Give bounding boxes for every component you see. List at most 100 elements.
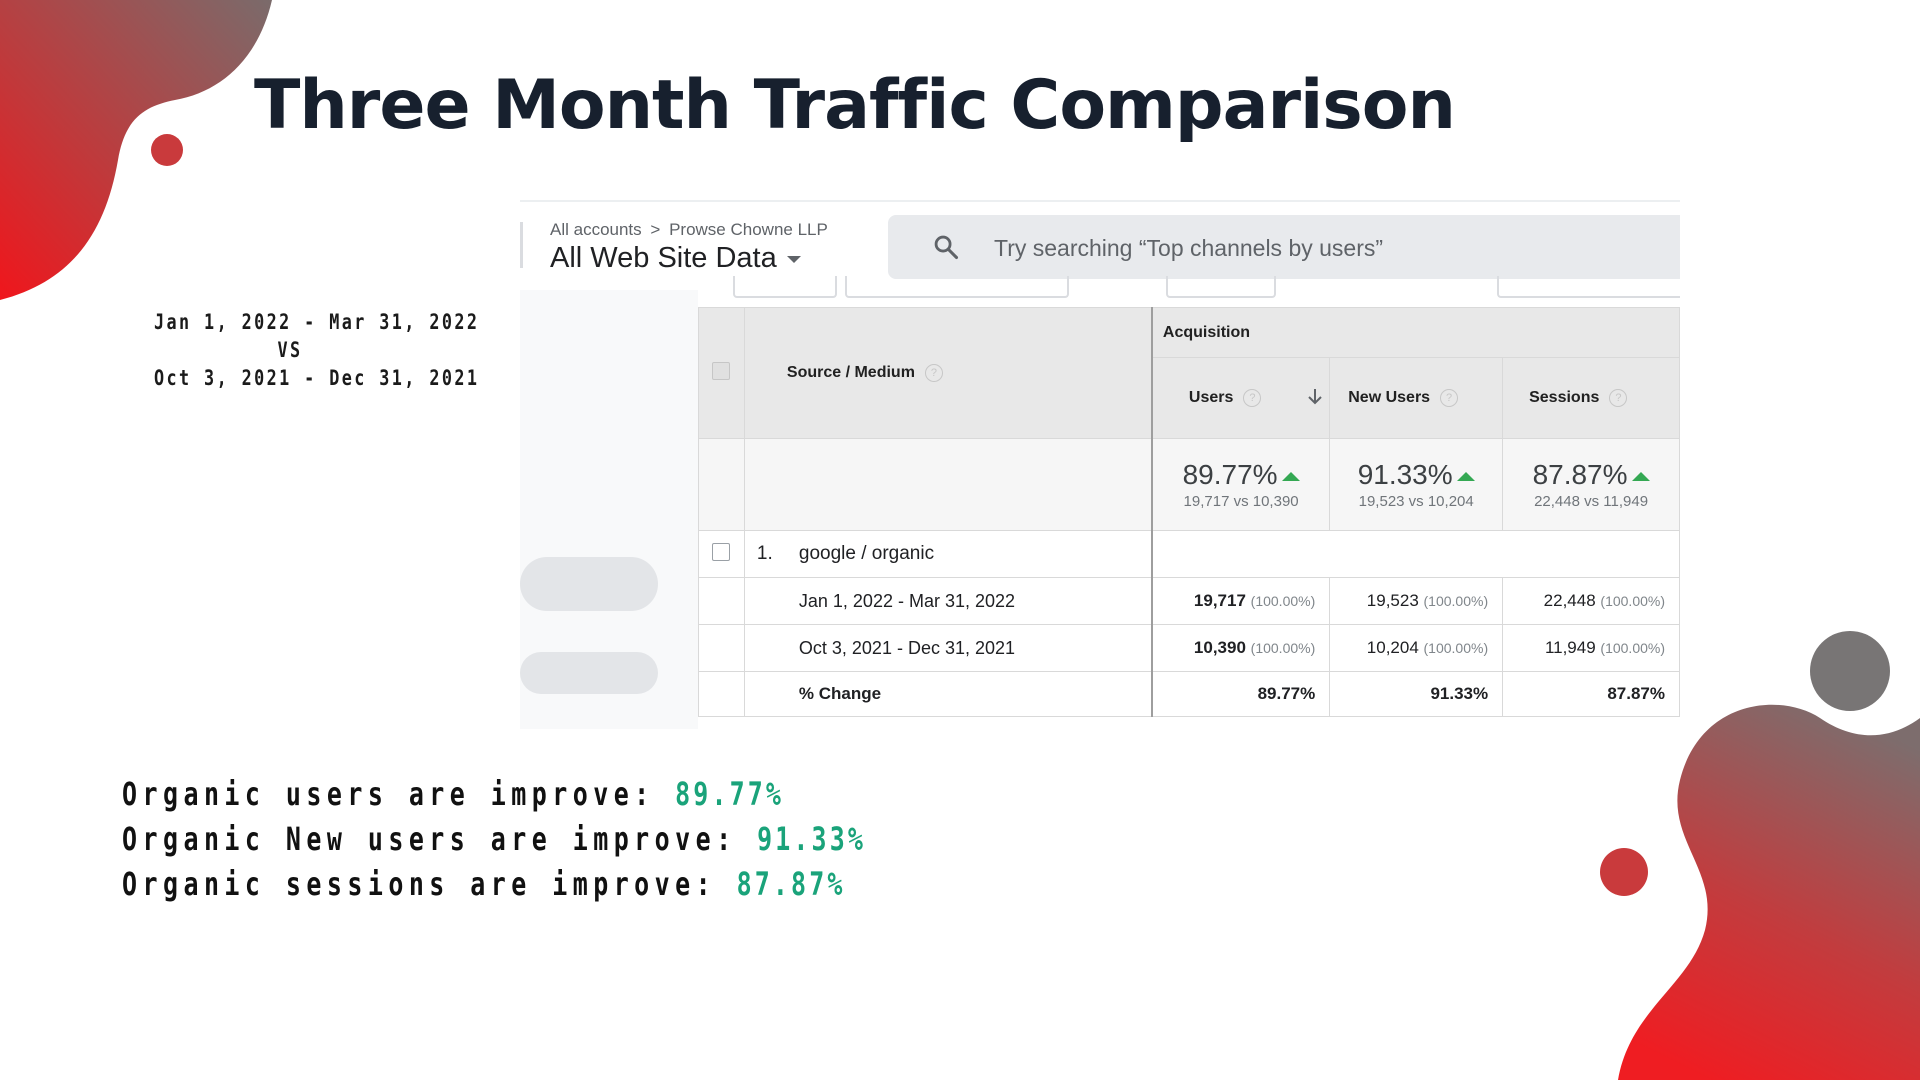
sessions-value: 11,949 — [1544, 638, 1596, 657]
arrow-down-icon[interactable] — [1307, 388, 1323, 406]
data-table: Source / Medium? Acquisition Users? New … — [698, 307, 1680, 717]
users-change-cell: 89.77% — [1150, 671, 1331, 717]
new-users-column-header[interactable]: New Users? — [1329, 357, 1504, 439]
users-value: 10,390 — [1193, 638, 1246, 657]
subrow-label: Oct 3, 2021 - Dec 31, 2021 — [743, 624, 1153, 672]
help-icon[interactable]: ? — [924, 363, 943, 382]
select-all-checkbox[interactable] — [712, 361, 731, 380]
new-users-value-cell: 19,523 (100.00%) — [1329, 577, 1504, 625]
dimension-header-label: Source / Medium — [786, 364, 915, 382]
users-value: 19,717 — [1193, 591, 1246, 610]
sessions-change: 87.87% — [1532, 459, 1628, 490]
totals-checkbox-cell — [698, 438, 745, 531]
arrow-up-icon — [1631, 472, 1650, 482]
left-sidebar — [520, 290, 698, 729]
users-share: (100.00%) — [1250, 593, 1316, 609]
users-value-cell: 19,717 (100.00%) — [1150, 577, 1331, 625]
top-left-dot — [151, 134, 183, 166]
breadcrumb-account[interactable]: Prowse Chowne LLP — [669, 220, 828, 239]
view-name: All Web Site Data — [550, 242, 777, 274]
row-dimension-link[interactable]: google / organic — [798, 543, 935, 564]
breadcrumb: All accounts > Prowse Chowne LLP — [550, 220, 828, 240]
summary-text: Organic users are improve: — [122, 775, 676, 813]
breadcrumb-all-accounts[interactable]: All accounts — [550, 220, 642, 239]
row-checkbox-cell — [698, 530, 745, 578]
subrow-checkbox-cell — [698, 671, 745, 717]
row-empty-cell — [1150, 530, 1330, 578]
search-bar[interactable] — [888, 215, 1680, 279]
sessions-column-header[interactable]: Sessions? — [1502, 357, 1680, 439]
new-users-change: 91.33% — [1357, 459, 1453, 490]
select-all-cell — [698, 307, 745, 439]
table-row[interactable]: 1. google / organic — [698, 530, 1680, 578]
users-change: 89.77% — [1182, 459, 1278, 490]
row-index: 1. — [756, 543, 773, 564]
summary-line-new-users: Organic New users are improve: 91.33% — [122, 817, 866, 862]
new-users-share: (100.00%) — [1423, 640, 1489, 656]
help-icon[interactable]: ? — [1440, 388, 1459, 407]
top-left-blob — [0, 0, 272, 300]
caret-down-icon — [786, 255, 801, 263]
new-users-total-cell: 91.33% 19,523 vs 10,204 — [1329, 438, 1504, 531]
summary-text: Organic sessions are improve: — [122, 865, 737, 903]
sessions-compare: 22,448 vs 11,949 — [1534, 493, 1649, 510]
header-divider — [520, 222, 523, 268]
new-users-compare: 19,523 vs 10,204 — [1358, 493, 1474, 510]
users-value-cell: 10,390 (100.00%) — [1150, 624, 1331, 672]
vs-label: VS — [277, 338, 303, 362]
new-users-value: 10,204 — [1366, 638, 1419, 657]
toolbar-button-1[interactable] — [733, 276, 837, 298]
toolbar-button-4[interactable] — [1497, 276, 1680, 298]
dimension-header[interactable]: Source / Medium? — [743, 307, 1153, 439]
sessions-value-cell: 11,949 (100.00%) — [1502, 624, 1680, 672]
sidebar-placeholder-1 — [520, 557, 658, 611]
sessions-header-label: Sessions — [1529, 389, 1600, 407]
table-row: % Change 89.77% 91.33% 87.87% — [698, 671, 1680, 717]
summary-line-users: Organic users are improve: 89.77% — [122, 772, 866, 817]
subrow-label: Jan 1, 2022 - Mar 31, 2022 — [743, 577, 1153, 625]
sessions-share: (100.00%) — [1600, 640, 1665, 656]
users-share: (100.00%) — [1250, 640, 1316, 656]
summary-line-sessions: Organic sessions are improve: 87.87% — [122, 862, 866, 907]
toolbar-button-3[interactable] — [1166, 276, 1276, 298]
previous-date-range: Oct 3, 2021 - Dec 31, 2021 — [154, 366, 480, 390]
users-compare: 19,717 vs 10,390 — [1183, 493, 1299, 510]
view-selector[interactable]: All Web Site Data — [550, 242, 801, 275]
search-icon[interactable] — [932, 233, 960, 261]
table-row: Jan 1, 2022 - Mar 31, 2022 19,717 (100.0… — [698, 577, 1680, 625]
summary-text: Organic New users are improve: — [122, 820, 758, 858]
comparison-date-range: Jan 1, 2022 - Mar 31, 2022 VS Oct 3, 202… — [154, 308, 480, 392]
row-checkbox[interactable] — [712, 542, 731, 561]
sidebar-placeholder-2 — [520, 652, 658, 694]
change-label: % Change — [743, 671, 1153, 717]
sessions-share: (100.00%) — [1600, 593, 1665, 609]
summary-value: 87.87% — [736, 865, 846, 903]
acquisition-group-header: Acquisition — [1150, 307, 1680, 358]
sessions-total-cell: 87.87% 22,448 vs 11,949 — [1502, 438, 1680, 531]
new-users-header-label: New Users — [1348, 389, 1431, 407]
sessions-value: 22,448 — [1543, 591, 1596, 610]
summary-value: 89.77% — [675, 775, 785, 813]
analytics-panel: All accounts > Prowse Chowne LLP All Web… — [520, 200, 1680, 729]
arrow-up-icon — [1281, 472, 1300, 482]
help-icon[interactable]: ? — [1609, 388, 1628, 407]
users-total-cell: 89.77% 19,717 vs 10,390 — [1150, 438, 1331, 531]
toolbar-button-2[interactable] — [845, 276, 1069, 298]
users-column-header[interactable]: Users? — [1150, 357, 1331, 439]
table-row: Oct 3, 2021 - Dec 31, 2021 10,390 (100.0… — [698, 624, 1680, 672]
slide-title: Three Month Traffic Comparison — [254, 66, 1456, 145]
totals-label-cell — [743, 438, 1153, 531]
help-icon[interactable]: ? — [1243, 388, 1262, 407]
summary-value: 91.33% — [757, 820, 866, 858]
totals-row: 89.77% 19,717 vs 10,390 91.33% 19,523 vs… — [698, 438, 1680, 531]
new-users-change-cell: 91.33% — [1329, 671, 1504, 717]
search-input[interactable] — [992, 229, 1636, 267]
users-header-label: Users — [1188, 389, 1234, 407]
arrow-up-icon — [1456, 472, 1475, 482]
right-red-dot — [1600, 848, 1648, 896]
new-users-share: (100.00%) — [1423, 593, 1489, 609]
row-dimension-cell: 1. google / organic — [743, 530, 1153, 578]
breadcrumb-separator: > — [650, 220, 661, 239]
new-users-value-cell: 10,204 (100.00%) — [1329, 624, 1504, 672]
